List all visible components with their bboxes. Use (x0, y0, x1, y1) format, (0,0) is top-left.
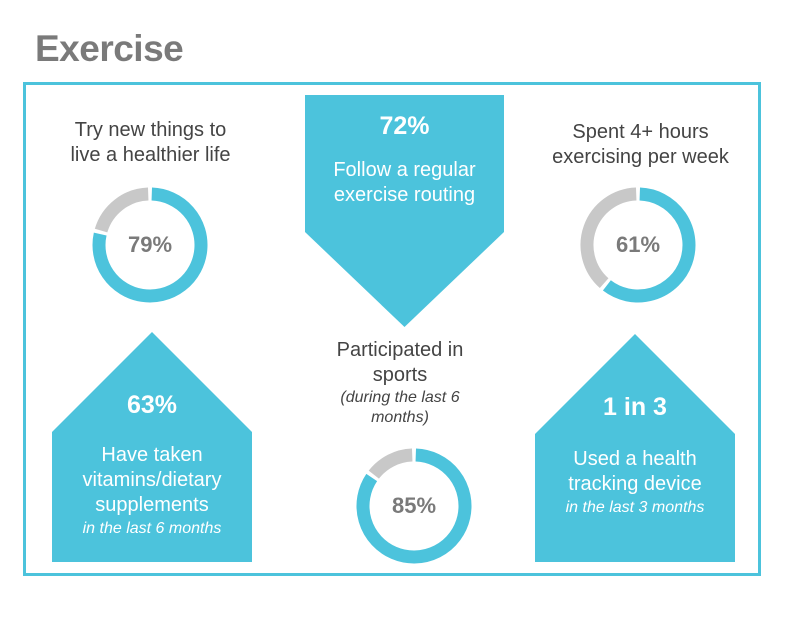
donut-value-arc (92, 187, 208, 303)
callout-line: Follow a regular (333, 159, 476, 181)
callout-text: 1 in 3 Used a health tracking device in … (535, 392, 735, 519)
donut-label-healthier-life: Try new things to live a healthier life (38, 118, 263, 168)
donut-label-line: exercising per week (552, 146, 729, 168)
donut-label-line: sports (372, 364, 428, 386)
donut-value-arc (356, 448, 472, 564)
callout-stat: 63% (126, 391, 178, 419)
callout-line: supplements (95, 494, 209, 516)
callout-italic: in the last 6 months (82, 520, 222, 537)
callout-house-left: 63% Have taken vitamins/dietary suppleme… (52, 332, 252, 562)
callout-line: exercise routing (333, 184, 476, 206)
donut-remainder-arc (580, 187, 637, 288)
donut-note-line: months) (371, 409, 429, 426)
callout-italic: in the last 3 months (565, 499, 705, 516)
callout-arrow-down: 72% Follow a regular exercise routing (305, 95, 504, 327)
donut-label-sports: Participated in sports (during the last … (300, 338, 500, 428)
house-shape (52, 332, 252, 562)
callout-line: Used a health (573, 448, 697, 470)
donut-value-label: 61% (615, 232, 661, 257)
content-panel (23, 82, 761, 576)
arrow-down-shape (305, 95, 504, 327)
donut-label-line: Try new things to (74, 119, 227, 141)
callout-text: 72% Follow a regular exercise routing (305, 111, 504, 208)
callout-line: vitamins/dietary (82, 469, 222, 491)
donut-chart-exercising: 61% (576, 183, 700, 307)
donut-svg (580, 187, 696, 303)
donut-chart-healthier-life: 79% (88, 183, 212, 307)
donut-value-arc (602, 187, 696, 303)
donut-value-label: 79% (127, 232, 173, 257)
donut-remainder-arc (368, 448, 413, 479)
callout-line: tracking device (568, 473, 702, 495)
donut-label-line: live a healthier life (70, 144, 231, 166)
donut-label-line: Spent 4+ hours (572, 121, 709, 143)
donut-svg (92, 187, 208, 303)
donut-svg (356, 448, 472, 564)
callout-house-right: 1 in 3 Used a health tracking device in … (535, 334, 735, 562)
callout-stat: 72% (379, 112, 430, 140)
donut-note-line: (during the last 6 (340, 389, 460, 406)
page-title: Exercise (35, 28, 184, 69)
callout-stat: 1 in 3 (603, 393, 667, 421)
callout-line: Have taken (101, 444, 203, 466)
house-shape (535, 334, 735, 562)
donut-chart-sports: 85% (352, 444, 476, 568)
donut-label-exercising: Spent 4+ hours exercising per week (528, 120, 753, 170)
donut-value-label: 85% (391, 493, 437, 518)
donut-remainder-arc (94, 187, 149, 233)
donut-label-line: Participated in (336, 339, 464, 361)
callout-text: 63% Have taken vitamins/dietary suppleme… (52, 390, 252, 540)
